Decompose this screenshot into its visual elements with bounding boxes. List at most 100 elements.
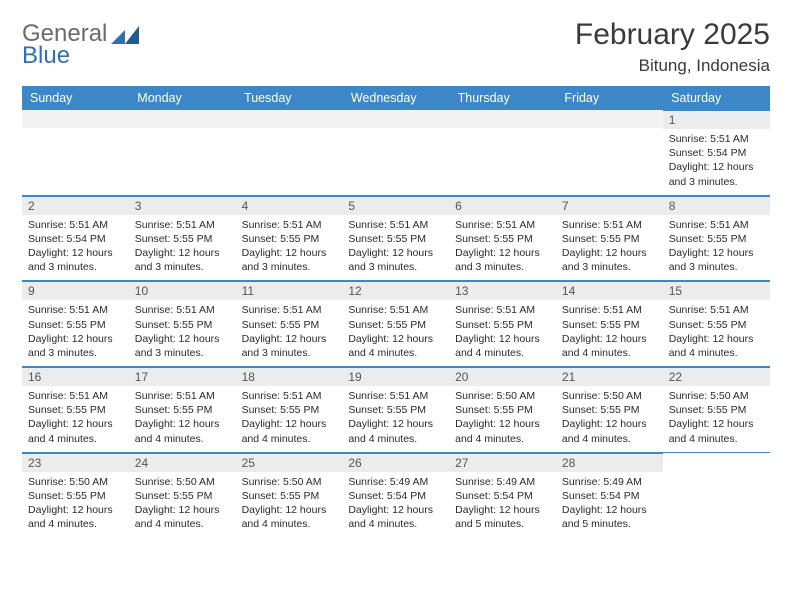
calendar-week-row: 16Sunrise: 5:51 AMSunset: 5:55 PMDayligh… [22, 367, 770, 453]
calendar-day-cell: 13Sunrise: 5:51 AMSunset: 5:55 PMDayligh… [449, 281, 556, 367]
day-details: Sunrise: 5:51 AMSunset: 5:54 PMDaylight:… [22, 215, 129, 281]
calendar-day-cell: 2Sunrise: 5:51 AMSunset: 5:54 PMDaylight… [22, 195, 129, 281]
calendar-day-cell: 11Sunrise: 5:51 AMSunset: 5:55 PMDayligh… [236, 281, 343, 367]
calendar-day-cell: 1Sunrise: 5:51 AMSunset: 5:54 PMDaylight… [663, 110, 770, 195]
day-details: Sunrise: 5:51 AMSunset: 5:55 PMDaylight:… [236, 215, 343, 281]
weekday-header: Tuesday [236, 86, 343, 110]
header: General Blue February 2025 Bitung, Indon… [22, 18, 770, 76]
calendar-day-cell: 6Sunrise: 5:51 AMSunset: 5:55 PMDaylight… [449, 195, 556, 281]
day-details: Sunrise: 5:51 AMSunset: 5:55 PMDaylight:… [449, 300, 556, 366]
day-number: 11 [236, 281, 343, 300]
day-details: Sunrise: 5:51 AMSunset: 5:55 PMDaylight:… [342, 215, 449, 281]
day-number: 6 [449, 196, 556, 215]
title-block: February 2025 Bitung, Indonesia [575, 18, 770, 76]
day-details: Sunrise: 5:51 AMSunset: 5:55 PMDaylight:… [342, 386, 449, 452]
weekday-header-row: SundayMondayTuesdayWednesdayThursdayFrid… [22, 86, 770, 110]
day-details: Sunrise: 5:51 AMSunset: 5:55 PMDaylight:… [129, 215, 236, 281]
weekday-header: Sunday [22, 86, 129, 110]
calendar-day-cell: 12Sunrise: 5:51 AMSunset: 5:55 PMDayligh… [342, 281, 449, 367]
day-details: Sunrise: 5:50 AMSunset: 5:55 PMDaylight:… [449, 386, 556, 452]
day-number: 17 [129, 367, 236, 386]
calendar-day-cell: 7Sunrise: 5:51 AMSunset: 5:55 PMDaylight… [556, 195, 663, 281]
calendar-day-cell: 16Sunrise: 5:51 AMSunset: 5:55 PMDayligh… [22, 367, 129, 453]
calendar-empty-cell [236, 110, 343, 195]
calendar-empty-cell [129, 110, 236, 195]
day-details: Sunrise: 5:51 AMSunset: 5:55 PMDaylight:… [663, 300, 770, 366]
day-details: Sunrise: 5:49 AMSunset: 5:54 PMDaylight:… [449, 472, 556, 538]
day-number: 8 [663, 196, 770, 215]
day-number: 10 [129, 281, 236, 300]
logo-mark-icon [111, 26, 139, 44]
calendar-week-row: 23Sunrise: 5:50 AMSunset: 5:55 PMDayligh… [22, 452, 770, 537]
logo-text-blue: Blue [22, 44, 107, 68]
calendar-day-cell: 21Sunrise: 5:50 AMSunset: 5:55 PMDayligh… [556, 367, 663, 453]
weekday-header: Saturday [663, 86, 770, 110]
day-number: 25 [236, 453, 343, 472]
day-number: 23 [22, 453, 129, 472]
day-details: Sunrise: 5:51 AMSunset: 5:54 PMDaylight:… [663, 129, 770, 195]
day-number: 24 [129, 453, 236, 472]
calendar-week-row: 1Sunrise: 5:51 AMSunset: 5:54 PMDaylight… [22, 110, 770, 195]
calendar-day-cell: 15Sunrise: 5:51 AMSunset: 5:55 PMDayligh… [663, 281, 770, 367]
day-details: Sunrise: 5:49 AMSunset: 5:54 PMDaylight:… [556, 472, 663, 538]
calendar-empty-cell [22, 110, 129, 195]
day-details: Sunrise: 5:51 AMSunset: 5:55 PMDaylight:… [342, 300, 449, 366]
day-number: 5 [342, 196, 449, 215]
weekday-header: Friday [556, 86, 663, 110]
calendar-day-cell: 3Sunrise: 5:51 AMSunset: 5:55 PMDaylight… [129, 195, 236, 281]
day-number: 20 [449, 367, 556, 386]
day-details: Sunrise: 5:51 AMSunset: 5:55 PMDaylight:… [129, 300, 236, 366]
logo: General Blue [22, 22, 139, 68]
day-number: 19 [342, 367, 449, 386]
calendar-day-cell: 27Sunrise: 5:49 AMSunset: 5:54 PMDayligh… [449, 452, 556, 537]
day-number: 16 [22, 367, 129, 386]
day-number: 18 [236, 367, 343, 386]
day-details: Sunrise: 5:49 AMSunset: 5:54 PMDaylight:… [342, 472, 449, 538]
calendar-week-row: 2Sunrise: 5:51 AMSunset: 5:54 PMDaylight… [22, 195, 770, 281]
calendar-day-cell: 28Sunrise: 5:49 AMSunset: 5:54 PMDayligh… [556, 452, 663, 537]
calendar-day-cell: 26Sunrise: 5:49 AMSunset: 5:54 PMDayligh… [342, 452, 449, 537]
logo-text-block: General Blue [22, 22, 107, 68]
day-number: 4 [236, 196, 343, 215]
calendar-day-cell: 8Sunrise: 5:51 AMSunset: 5:55 PMDaylight… [663, 195, 770, 281]
calendar-day-cell: 14Sunrise: 5:51 AMSunset: 5:55 PMDayligh… [556, 281, 663, 367]
calendar-table: SundayMondayTuesdayWednesdayThursdayFrid… [22, 86, 770, 537]
day-number: 28 [556, 453, 663, 472]
day-details: Sunrise: 5:51 AMSunset: 5:55 PMDaylight:… [236, 300, 343, 366]
day-number: 3 [129, 196, 236, 215]
day-number: 9 [22, 281, 129, 300]
day-number: 1 [663, 110, 770, 129]
day-number: 21 [556, 367, 663, 386]
day-details: Sunrise: 5:51 AMSunset: 5:55 PMDaylight:… [129, 386, 236, 452]
weekday-header: Wednesday [342, 86, 449, 110]
day-number: 14 [556, 281, 663, 300]
day-details: Sunrise: 5:50 AMSunset: 5:55 PMDaylight:… [236, 472, 343, 538]
day-number: 27 [449, 453, 556, 472]
day-details: Sunrise: 5:50 AMSunset: 5:55 PMDaylight:… [663, 386, 770, 452]
location: Bitung, Indonesia [575, 56, 770, 76]
weekday-header: Monday [129, 86, 236, 110]
weekday-header: Thursday [449, 86, 556, 110]
day-number: 7 [556, 196, 663, 215]
calendar-day-cell: 17Sunrise: 5:51 AMSunset: 5:55 PMDayligh… [129, 367, 236, 453]
calendar-empty-cell [449, 110, 556, 195]
month-title: February 2025 [575, 18, 770, 52]
calendar-empty-cell [342, 110, 449, 195]
day-details: Sunrise: 5:51 AMSunset: 5:55 PMDaylight:… [236, 386, 343, 452]
calendar-day-cell: 18Sunrise: 5:51 AMSunset: 5:55 PMDayligh… [236, 367, 343, 453]
day-details: Sunrise: 5:50 AMSunset: 5:55 PMDaylight:… [22, 472, 129, 538]
day-number: 13 [449, 281, 556, 300]
day-details: Sunrise: 5:51 AMSunset: 5:55 PMDaylight:… [22, 300, 129, 366]
calendar-empty-cell [663, 452, 770, 537]
day-number: 15 [663, 281, 770, 300]
calendar-day-cell: 23Sunrise: 5:50 AMSunset: 5:55 PMDayligh… [22, 452, 129, 537]
calendar-day-cell: 24Sunrise: 5:50 AMSunset: 5:55 PMDayligh… [129, 452, 236, 537]
calendar-day-cell: 10Sunrise: 5:51 AMSunset: 5:55 PMDayligh… [129, 281, 236, 367]
calendar-day-cell: 5Sunrise: 5:51 AMSunset: 5:55 PMDaylight… [342, 195, 449, 281]
calendar-day-cell: 19Sunrise: 5:51 AMSunset: 5:55 PMDayligh… [342, 367, 449, 453]
calendar-day-cell: 22Sunrise: 5:50 AMSunset: 5:55 PMDayligh… [663, 367, 770, 453]
day-number: 22 [663, 367, 770, 386]
day-details: Sunrise: 5:50 AMSunset: 5:55 PMDaylight:… [556, 386, 663, 452]
day-details: Sunrise: 5:51 AMSunset: 5:55 PMDaylight:… [556, 300, 663, 366]
calendar-day-cell: 4Sunrise: 5:51 AMSunset: 5:55 PMDaylight… [236, 195, 343, 281]
